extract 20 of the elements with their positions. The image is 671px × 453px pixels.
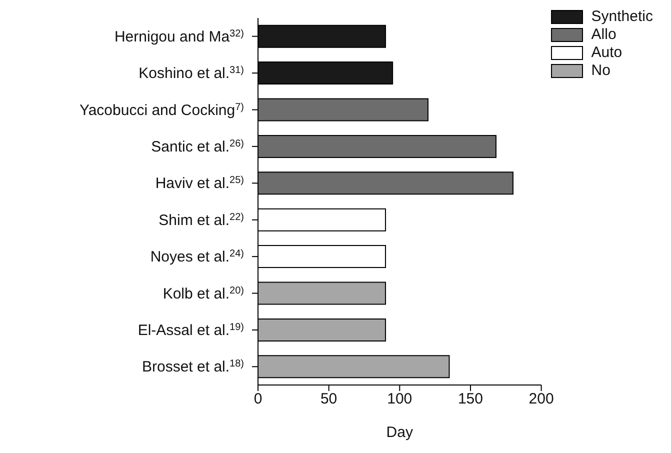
y-tick-label: El-Assal et al.$^{19)}$: [138, 321, 244, 339]
y-tick-label: Haviv et al.$^{25)}$: [155, 174, 244, 192]
legend-label: Synthetic: [591, 8, 653, 26]
x-tick-label: 200: [528, 390, 554, 408]
y-tick-label: Shim et al.$^{22)}$: [158, 211, 244, 229]
x-tick-label: 100: [387, 390, 412, 408]
legend-label: No: [591, 62, 610, 80]
legend-label: Allo: [591, 26, 616, 44]
y-tick-label: Hernigou and Ma$^{32)}$: [114, 28, 244, 46]
x-axis-title: Day: [386, 424, 414, 441]
x-tick-label: 0: [254, 390, 262, 408]
y-tick-label: Kolb et al.$^{20)}$: [162, 284, 244, 302]
y-tick-label: Noyes et al.$^{24)}$: [150, 248, 244, 266]
y-tick-label: Koshino et al.$^{31)}$: [138, 64, 244, 82]
y-tick-label: Yacobucci and Cocking$^{7)}$: [79, 101, 244, 119]
y-tick-label: Brosset et al.$^{18)}$: [142, 358, 244, 376]
legend-label: Auto: [591, 44, 622, 62]
y-tick-label: Santic et al.$^{26)}$: [151, 138, 244, 156]
x-tick-label: 150: [458, 390, 483, 408]
x-tick-label: 50: [320, 390, 338, 408]
